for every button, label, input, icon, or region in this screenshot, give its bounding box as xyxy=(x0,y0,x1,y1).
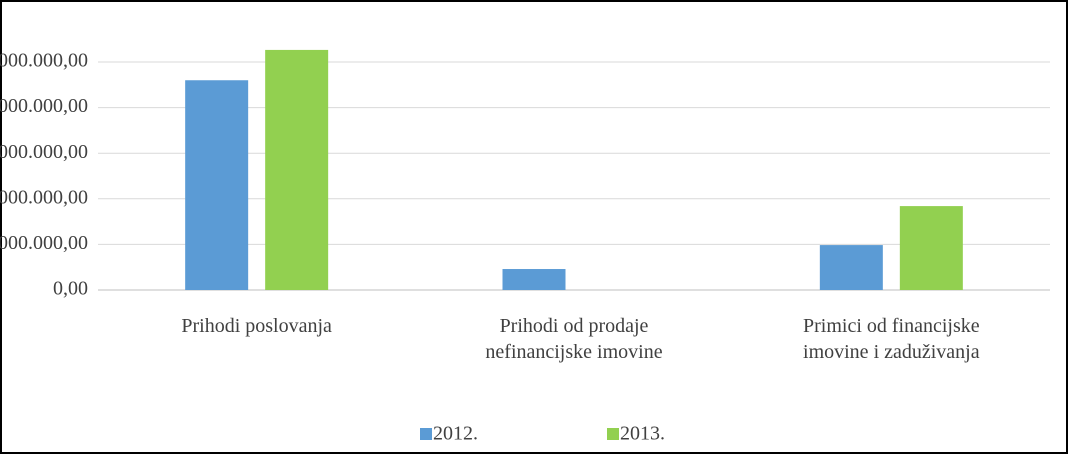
bar xyxy=(819,245,883,290)
bar xyxy=(899,206,963,290)
legend-label: 2013. xyxy=(620,423,665,445)
x-tick-label: Prihodi poslovanja xyxy=(181,315,332,337)
bar xyxy=(185,80,249,291)
bar xyxy=(502,269,566,290)
y-tick-label: 4.000.000,00 xyxy=(0,186,88,208)
y-tick-label: 10.000.000,00 xyxy=(0,50,88,72)
x-tick-label: Prihodi od prodaje nefinancijske imovine xyxy=(485,315,663,363)
legend-swatch xyxy=(607,428,619,440)
legend-label: 2012. xyxy=(433,423,478,445)
x-tick-label: Primici od financijske imovine i zaduživ… xyxy=(803,315,980,363)
y-tick-label: 8.000.000,00 xyxy=(0,95,88,117)
y-tick-label: 0,00 xyxy=(53,278,88,300)
y-tick-label: 2.000.000,00 xyxy=(0,232,88,254)
legend-swatch xyxy=(420,428,432,440)
bar xyxy=(265,49,329,290)
y-tick-label: 6.000.000,00 xyxy=(0,141,88,163)
